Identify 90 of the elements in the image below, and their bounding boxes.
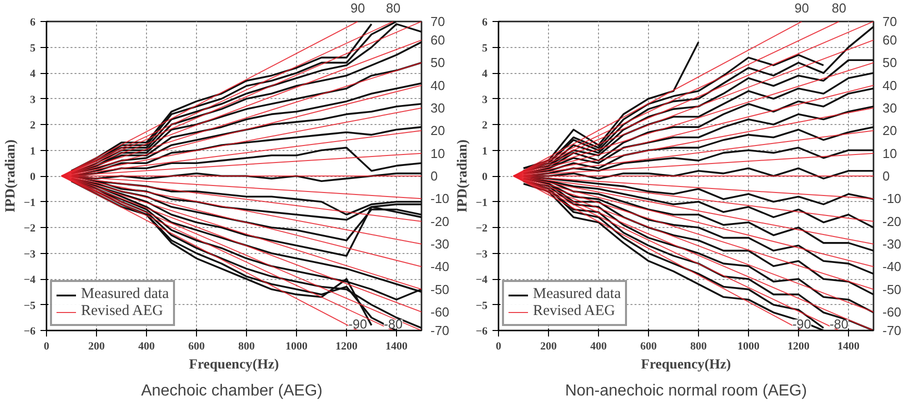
legend-label: Revised AEG	[81, 303, 164, 320]
y-tick-label: 4	[482, 68, 488, 80]
y-tick-label: 0	[30, 171, 36, 183]
annotation: 70	[430, 14, 445, 29]
y-tick-label: 2	[30, 120, 36, 132]
x-tick-label: 1200	[336, 340, 358, 352]
x-tick-label: 0	[496, 340, 502, 352]
y-axis-title: IPD(radian)	[456, 139, 471, 213]
annotation: 40	[882, 78, 897, 93]
x-tick-label: 200	[540, 340, 558, 352]
annotation: 20	[430, 123, 445, 138]
x-tick-label: 1200	[788, 340, 810, 352]
legend-label: Measured data	[81, 286, 169, 303]
annotation: -60	[430, 304, 450, 320]
y-tick-label: −4	[476, 274, 488, 286]
y-tick-label: 4	[30, 68, 36, 80]
y-tick-label: −6	[476, 326, 488, 338]
annotation: 50	[882, 55, 897, 70]
annotation: 70	[882, 14, 897, 29]
y-tick-label: −4	[24, 274, 36, 286]
annotation: 80	[832, 0, 846, 16]
y-tick-label: −5	[476, 300, 488, 312]
y-tick-label: 6	[30, 16, 36, 28]
y-tick-label: 3	[30, 94, 36, 106]
annotation: -90	[348, 316, 368, 332]
annotation: -10	[882, 191, 902, 206]
annotation: 30	[430, 100, 445, 116]
x-tick-label: 800	[238, 340, 256, 352]
annotation: -80	[830, 316, 848, 332]
y-tick-label: −5	[24, 300, 36, 312]
legend-label: Revised AEG	[533, 303, 616, 320]
x-tick-label: 400	[590, 340, 608, 352]
y-tick-label: 3	[482, 94, 488, 106]
annotation: -90	[792, 316, 812, 332]
annotation: -60	[882, 304, 902, 320]
x-tick-label: 800	[690, 340, 708, 352]
annotation: 60	[430, 32, 445, 48]
annotation: -50	[882, 282, 902, 297]
y-tick-label: 0	[482, 171, 488, 183]
y-tick-label: −1	[24, 196, 36, 209]
annotation: -20	[430, 214, 450, 229]
x-tick-label: 1000	[286, 340, 308, 352]
annotation: -70	[882, 323, 902, 338]
annotation: -30	[882, 236, 902, 252]
annotation: 10	[882, 146, 897, 161]
annotation: -70	[430, 323, 450, 338]
x-tick-label: 1000	[738, 340, 760, 352]
x-tick-label: 1400	[386, 340, 408, 352]
annotation: 40	[430, 78, 445, 93]
annotation: -40	[430, 259, 450, 274]
x-axis-title: Frequency(Hz)	[189, 358, 280, 372]
text: Non-anechoic normal room (AEG)	[565, 382, 807, 400]
y-tick-label: 5	[482, 42, 488, 54]
y-tick-label: −3	[476, 248, 488, 260]
x-tick-label: 200	[88, 340, 106, 352]
y-tick-label: −2	[476, 222, 488, 234]
y-tick-label: −1	[476, 196, 488, 209]
annotation: -80	[384, 316, 403, 332]
annotation: 90	[794, 0, 809, 16]
x-tick-label: 600	[188, 340, 206, 352]
annotation: 50	[430, 55, 445, 70]
y-tick-label: −6	[24, 326, 36, 338]
y-tick-label: 2	[482, 120, 488, 132]
x-tick-label: 0	[44, 340, 50, 352]
annotation: -10	[430, 191, 450, 206]
annotation: -40	[882, 259, 902, 274]
y-tick-label: 6	[482, 16, 488, 28]
annotation: 30	[882, 100, 897, 116]
y-tick-label: −3	[24, 248, 36, 260]
text: Anechoic chamber (AEG)	[141, 382, 322, 400]
annotation: -20	[882, 214, 902, 229]
y-tick-label: 1	[30, 145, 36, 158]
y-tick-label: 5	[30, 42, 36, 54]
annotation: 90	[350, 0, 365, 16]
annotation: 0	[882, 168, 890, 184]
annotation: -30	[430, 236, 450, 252]
annotation: 0	[430, 168, 438, 184]
x-tick-label: 600	[640, 340, 658, 352]
x-tick-label: 400	[138, 340, 156, 352]
annotation: 60	[882, 32, 897, 48]
annotation: 20	[882, 123, 897, 138]
annotation: -50	[430, 282, 450, 297]
y-axis-title: IPD(radian)	[4, 139, 19, 213]
x-axis-title: Frequency(Hz)	[641, 358, 732, 372]
annotation: 80	[386, 0, 400, 16]
legend-label: Measured data	[533, 286, 621, 303]
x-tick-label: 1400	[838, 340, 860, 352]
annotation: 10	[430, 146, 445, 161]
y-tick-label: 1	[482, 145, 488, 158]
y-tick-label: −2	[24, 222, 36, 234]
